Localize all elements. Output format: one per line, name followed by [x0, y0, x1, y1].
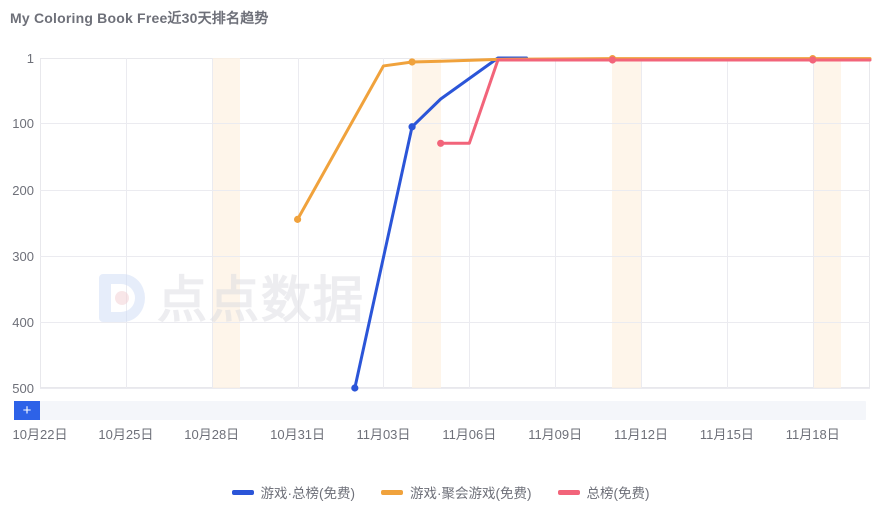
legend-label: 游戏·总榜(免费) [260, 486, 356, 501]
series-data-point[interactable] [408, 58, 416, 66]
y-axis-tick-label: 200 [12, 182, 34, 198]
page-title: My Coloring Book Free近30天排名趋势 [10, 10, 269, 26]
y-axis-tick-label: 300 [12, 248, 34, 264]
legend-item-overall-free[interactable]: 总榜(免费) [557, 482, 650, 502]
highlight-band [211, 58, 241, 388]
range-slider[interactable]: + [14, 401, 866, 420]
x-axis-tick-label: 11月06日 [442, 427, 497, 442]
x-axis-tick-label: 11月03日 [356, 427, 411, 442]
series-data-point[interactable] [437, 139, 445, 147]
y-axis-tick-label: 400 [12, 314, 34, 330]
gridline-horizontal [40, 255, 870, 257]
legend-swatch [381, 489, 403, 495]
y-axis-tick-label: 100 [12, 116, 34, 132]
gridline-vertical [812, 58, 814, 388]
gridline-vertical [555, 58, 557, 388]
gridline-horizontal [40, 189, 870, 191]
x-axis-tick-label: 11月12日 [614, 427, 669, 442]
plot-area [40, 55, 872, 392]
gridline-horizontal [40, 123, 870, 125]
x-axis-tick-label: 10月25日 [98, 427, 154, 442]
series-line [353, 56, 529, 390]
gridline-vertical [641, 58, 643, 388]
slider-track[interactable] [40, 401, 866, 420]
series-data-point[interactable] [351, 384, 359, 392]
gridline-horizontal [40, 321, 870, 323]
x-axis-tick-label: 11月15日 [699, 427, 754, 442]
legend-label: 总榜(免费) [586, 486, 650, 501]
x-axis-tick-label: 10月31日 [270, 427, 326, 442]
chart-legend: 游戏·总榜(免费) 游戏·聚会游戏(免费) 总榜(免费) [0, 482, 881, 502]
gridline-vertical [726, 58, 728, 388]
series-data-point[interactable] [608, 56, 617, 64]
legend-swatch [231, 489, 254, 495]
series-line [439, 58, 872, 145]
gridline-vertical [297, 58, 299, 388]
gridline-horizontal [40, 388, 870, 389]
x-axis-tick-label: 10月28日 [184, 427, 240, 442]
legend-item-games-overall-free[interactable]: 游戏·总榜(免费) [231, 482, 356, 502]
gridline-vertical [469, 58, 471, 388]
x-axis-tick-label: 10月22日 [12, 427, 68, 442]
gridline-vertical [211, 58, 213, 388]
plot-background [40, 58, 870, 388]
legend-swatch [557, 489, 580, 495]
series-line [296, 57, 872, 221]
legend-item-games-party-free[interactable]: 游戏·聚会游戏(免费) [381, 482, 532, 502]
x-axis-tick-label: 11月18日 [785, 427, 840, 442]
x-axis-tick-label: 11月09日 [528, 427, 583, 442]
y-axis-tick-label: 500 [12, 381, 34, 396]
series-data-point[interactable] [809, 56, 817, 64]
gridline-vertical [383, 58, 385, 388]
highlight-band [812, 58, 842, 388]
series-data-point[interactable] [408, 123, 416, 131]
highlight-band [612, 58, 642, 388]
zoom-in-button[interactable]: + [14, 401, 40, 420]
series-layer [293, 55, 872, 392]
legend-label: 游戏·聚会游戏(免费) [410, 486, 532, 501]
gridline-vertical [125, 58, 127, 388]
series-data-point[interactable] [293, 215, 302, 223]
y-axis-tick-label: 1 [26, 51, 34, 66]
